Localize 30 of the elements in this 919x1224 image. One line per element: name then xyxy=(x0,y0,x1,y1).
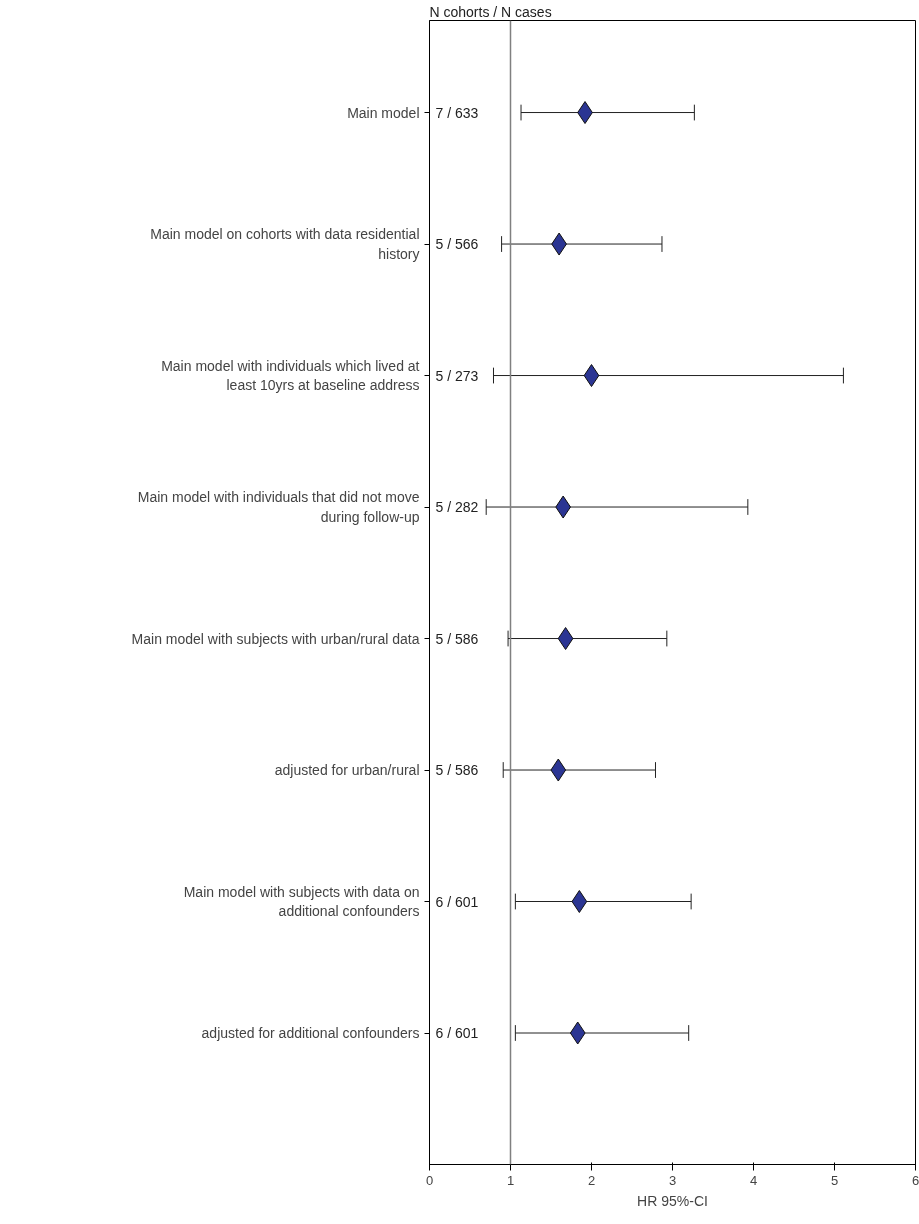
y-tick-label: Main model with subjects with data on additional confounders xyxy=(183,883,420,920)
y-tick-label: Main model with subjects with urban/rural data xyxy=(131,630,420,647)
y-tick-label: adjusted for additional confounders xyxy=(201,1025,420,1042)
annotation: 5 / 586 xyxy=(435,630,479,647)
point xyxy=(569,1021,586,1045)
y-tick-label: Main model with individuals which lived at least 10yrs at baseline address xyxy=(161,357,420,394)
annotation: 7 / 633 xyxy=(435,104,479,121)
x-tick-label: 3 xyxy=(668,1172,677,1188)
x-tick-label: 0 xyxy=(425,1172,434,1188)
annotation: 5 / 282 xyxy=(435,499,479,516)
annotation: 6 / 601 xyxy=(435,1025,479,1042)
annotation: 5 / 586 xyxy=(435,762,479,779)
annotation: 6 / 601 xyxy=(435,893,479,910)
annotation: 5 / 273 xyxy=(435,367,479,384)
point xyxy=(550,758,567,782)
y-tick-label: Main model xyxy=(347,104,420,121)
x-axis-title: HR 95%-CI xyxy=(637,1192,708,1209)
x-tick-label: 1 xyxy=(506,1172,515,1188)
text: N cohorts / N cases xyxy=(429,3,552,20)
point xyxy=(557,627,574,651)
x-tick-label: 5 xyxy=(830,1172,839,1188)
point xyxy=(571,890,588,914)
y-tick-label: Main model on cohorts with data residential history xyxy=(150,226,420,262)
y-tick-label: adjusted for urban/rural xyxy=(274,762,420,779)
x-tick-label: 6 xyxy=(911,1172,919,1188)
point xyxy=(583,364,600,388)
annotation: 5 / 566 xyxy=(435,236,479,253)
y-tick-label: Main model with individuals that did not move during follow-up xyxy=(137,489,420,525)
x-tick-label: 4 xyxy=(749,1172,758,1188)
x-tick-label: 2 xyxy=(587,1172,596,1188)
